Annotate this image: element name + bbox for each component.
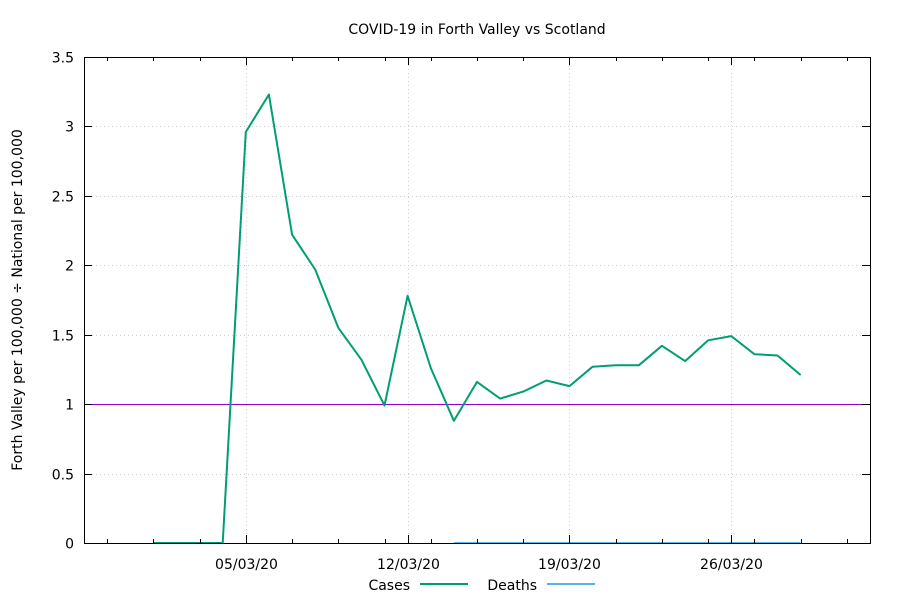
- y-tick-label: 2: [65, 259, 74, 275]
- plot-frame: [84, 57, 871, 544]
- x-tick-label: 19/03/20: [538, 557, 601, 573]
- x-tick-label: 12/03/20: [377, 557, 440, 573]
- series-group: [153, 93, 802, 544]
- y-tick-label: 3.5: [52, 51, 74, 67]
- y-tick-label: 1: [65, 398, 74, 414]
- series-line-cases: [153, 93, 802, 544]
- tick-marks: [84, 57, 870, 544]
- legend: Cases Deaths: [368, 578, 595, 594]
- y-tick-label: 0.5: [52, 468, 74, 484]
- y-axis-label: Forth Valley per 100,000 ÷ National per …: [10, 129, 26, 471]
- y-tick-labels: 0 0.5 1 1.5 2 2.5 3 3.5: [52, 51, 74, 553]
- y-tick-label: 1.5: [52, 329, 74, 345]
- chart-title: COVID-19 in Forth Valley vs Scotland: [348, 22, 605, 38]
- x-tick-label: 26/03/20: [700, 557, 763, 573]
- x-tick-label: 05/03/20: [215, 557, 278, 573]
- grid: [84, 57, 870, 543]
- y-tick-label: 0: [65, 537, 74, 553]
- y-tick-label: 3: [65, 120, 74, 136]
- legend-label-cases: Cases: [368, 578, 410, 594]
- x-tick-labels: 05/03/20 12/03/20 19/03/20 26/03/20: [215, 557, 763, 573]
- legend-label-deaths: Deaths: [487, 578, 537, 594]
- y-tick-label: 2.5: [52, 190, 74, 206]
